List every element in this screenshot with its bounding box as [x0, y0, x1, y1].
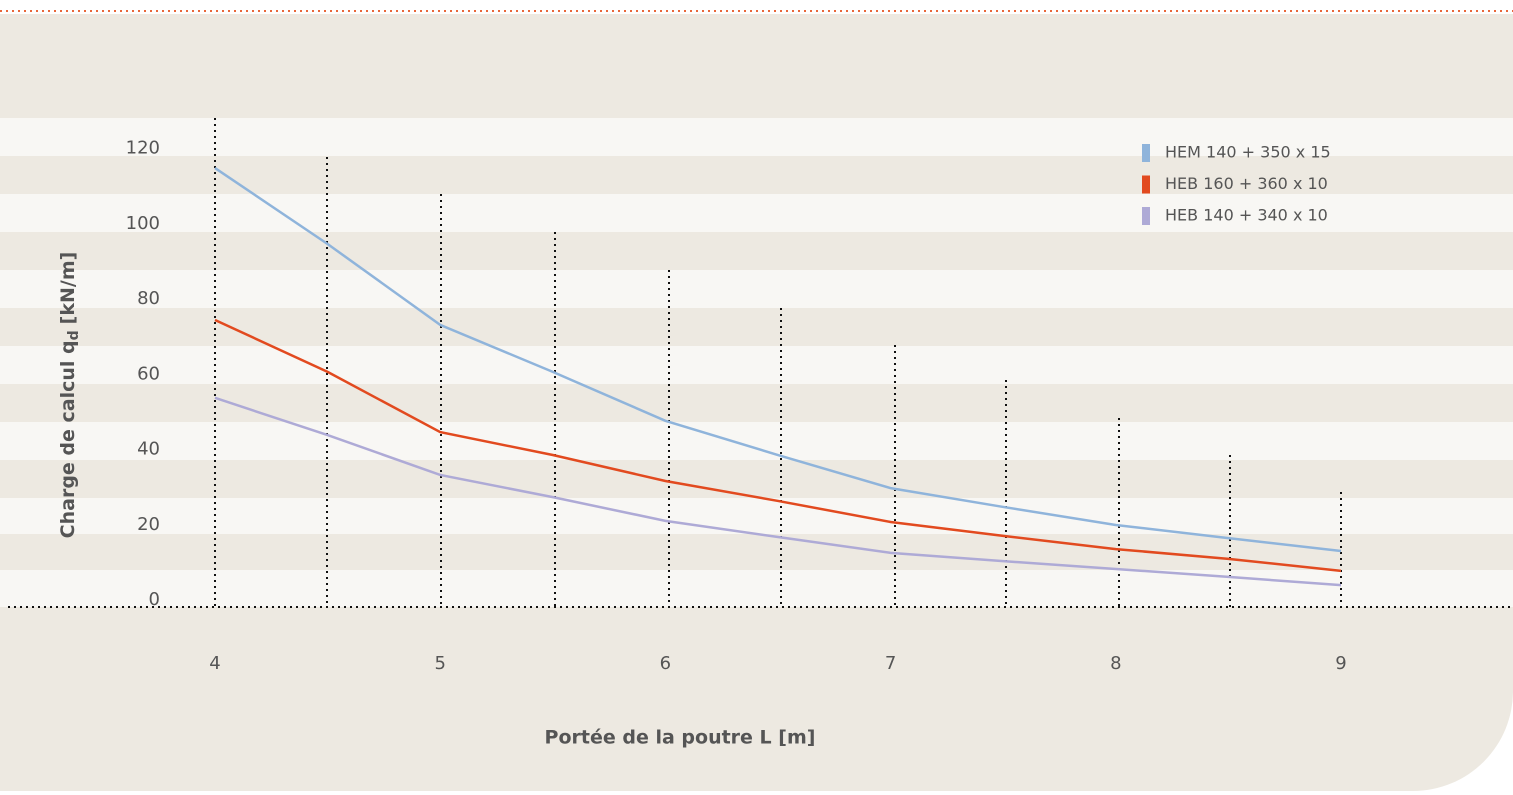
decor-drops [8, 118, 1513, 608]
stripe [0, 346, 1513, 384]
legend-label: HEM 140 + 350 x 15 [1165, 143, 1331, 162]
y-tick-label: 80 [137, 288, 160, 309]
legend-swatch [1142, 175, 1150, 194]
y-tick-label: 100 [126, 213, 160, 234]
y-tick-label: 60 [137, 363, 160, 384]
x-tick-label: 7 [885, 653, 896, 674]
y-axis-label: Charge de calcul qd [kN/m] [57, 252, 83, 539]
y-tick-label: 0 [149, 589, 160, 610]
y-label-sub: d [66, 330, 82, 340]
x-tick-label: 8 [1110, 653, 1121, 674]
x-tick-label: 4 [209, 653, 220, 674]
stripe [0, 270, 1513, 308]
y-label-unit: [kN/m] [57, 252, 79, 325]
stripes [0, 118, 1513, 607]
stripe [0, 194, 1513, 232]
y-tick-label: 20 [137, 514, 160, 535]
legend-label: HEB 160 + 360 x 10 [1165, 174, 1328, 193]
legend-swatch [1142, 207, 1150, 225]
legend-swatch [1142, 144, 1150, 162]
y-tick-label: 40 [137, 439, 160, 460]
series-line [214, 166, 1342, 553]
x-tick-label: 5 [434, 653, 445, 674]
stripe [0, 570, 1513, 607]
x-tick-label: 6 [660, 653, 671, 674]
series-line [214, 318, 1342, 573]
x-axis-label: Portée de la poutre L [m] [545, 727, 816, 749]
y-label-main: Charge de calcul q [57, 340, 79, 538]
series-line [214, 396, 1342, 587]
y-tick-label: 120 [126, 138, 160, 159]
stripe [0, 422, 1513, 460]
stripe [0, 118, 1513, 156]
x-tick-label: 9 [1335, 653, 1346, 674]
legend-label: HEB 140 + 340 x 10 [1165, 206, 1328, 225]
stripe [0, 498, 1513, 534]
